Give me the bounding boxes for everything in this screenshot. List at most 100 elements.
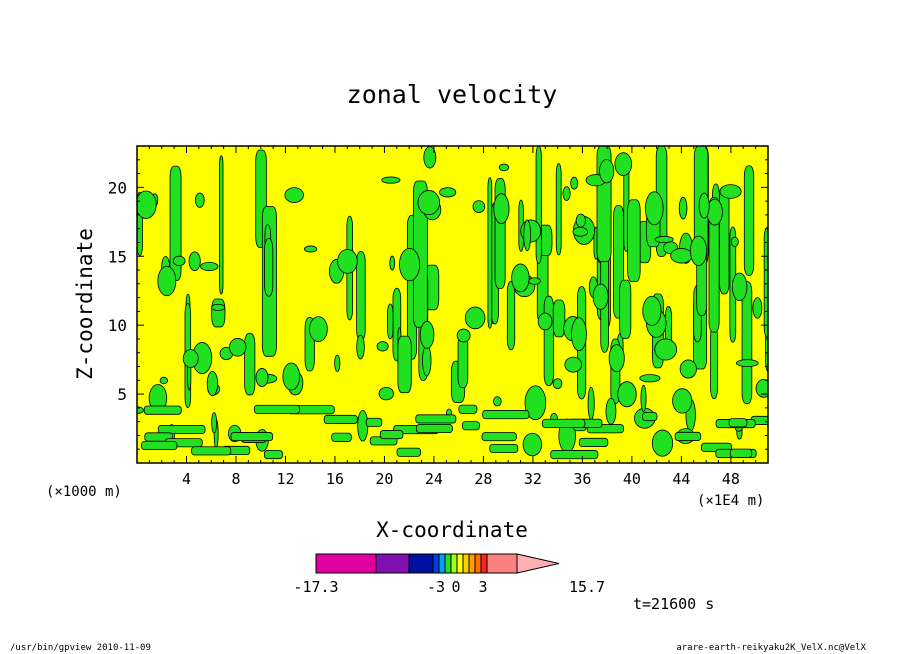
x-tick-label: 32 bbox=[524, 470, 542, 488]
contour-blob bbox=[229, 338, 247, 357]
colorbar bbox=[315, 553, 560, 574]
contour-blob bbox=[543, 295, 554, 386]
x-unit-right: (×1E4 m) bbox=[697, 493, 764, 509]
time-label: t=21600 s bbox=[633, 595, 714, 613]
contour-blob bbox=[381, 176, 401, 184]
contour-blob bbox=[456, 328, 471, 343]
contour-blob bbox=[264, 238, 274, 297]
y-tick-label: 20 bbox=[108, 178, 127, 197]
colorbar-segment bbox=[468, 553, 476, 574]
contour-band bbox=[331, 432, 352, 442]
contour-blob bbox=[640, 384, 647, 413]
colorbar-tick-label: -3 bbox=[427, 578, 445, 596]
contour-blob bbox=[698, 192, 710, 219]
contour-blob bbox=[356, 250, 366, 341]
contour-blob bbox=[730, 236, 739, 247]
colorbar-tick-label: 15.7 bbox=[569, 578, 605, 596]
contour-band bbox=[489, 443, 519, 454]
y-axis-label: Z-coordinate bbox=[73, 228, 97, 380]
contour-blob bbox=[627, 199, 641, 282]
contour-blob bbox=[244, 333, 256, 396]
contour-band bbox=[379, 430, 404, 440]
contour-blob bbox=[397, 335, 412, 394]
contour-blob bbox=[552, 299, 566, 338]
contour-blob bbox=[309, 316, 328, 342]
contour-blob bbox=[493, 193, 510, 224]
contour-band bbox=[253, 404, 300, 414]
colorbar-segment bbox=[480, 553, 488, 574]
contour-blob bbox=[572, 227, 589, 237]
contour-blob bbox=[284, 187, 304, 203]
x-tick-label: 48 bbox=[722, 470, 740, 488]
x-tick-label: 8 bbox=[231, 470, 240, 488]
colorbar-segment bbox=[456, 553, 464, 574]
colorbar-segment bbox=[438, 553, 446, 574]
contour-band bbox=[642, 411, 658, 422]
contour-blob bbox=[562, 186, 571, 201]
x-axis-ticks: 4 8 12 16 20 24 28 32 36 40 44 48 bbox=[148, 146, 757, 488]
colorbar-extend-arrow bbox=[516, 553, 560, 574]
contour-blob bbox=[511, 263, 530, 293]
contour-band bbox=[729, 448, 753, 458]
contour-blob bbox=[741, 281, 753, 405]
contour-band bbox=[415, 414, 457, 424]
contour-blob bbox=[157, 265, 177, 297]
contour-blob bbox=[755, 378, 768, 398]
contour-blob bbox=[528, 277, 541, 285]
contour-blob bbox=[356, 334, 365, 360]
contour-band bbox=[141, 440, 178, 451]
contour-blob bbox=[422, 344, 432, 377]
contour-blob bbox=[743, 165, 755, 276]
contour-blob bbox=[506, 280, 516, 351]
contour-blob bbox=[537, 312, 553, 331]
contour-blob bbox=[570, 176, 579, 190]
contour-blob bbox=[522, 432, 543, 457]
contour-blob bbox=[555, 163, 562, 256]
contour-band bbox=[550, 450, 599, 460]
x-tick-label: 20 bbox=[375, 470, 393, 488]
x-tick-label: 24 bbox=[425, 470, 443, 488]
x-tick-label: 36 bbox=[573, 470, 591, 488]
contour-blob bbox=[523, 219, 532, 252]
contour-blob bbox=[571, 317, 587, 352]
x-axis-label: X-coordinate bbox=[376, 518, 528, 542]
contour-blob bbox=[472, 200, 486, 213]
x-tick-label: 4 bbox=[182, 470, 191, 488]
contour-blob bbox=[608, 344, 625, 373]
contour-blob bbox=[645, 191, 664, 226]
contour-blob bbox=[719, 186, 730, 295]
contour-blob bbox=[552, 378, 563, 389]
colorbar-segment bbox=[315, 553, 377, 574]
y-tick-label: 10 bbox=[108, 316, 127, 335]
contour-band bbox=[191, 446, 232, 456]
contour-band bbox=[396, 447, 422, 457]
contour-band bbox=[416, 423, 453, 434]
contour-blob bbox=[689, 235, 708, 267]
contour-blob bbox=[535, 146, 542, 265]
contour-band bbox=[230, 432, 274, 442]
colorbar-tick-label: -17.3 bbox=[293, 578, 338, 596]
contour-blob bbox=[678, 196, 688, 220]
colorbar-segment bbox=[462, 553, 470, 574]
footer-right: arare-earth-reikyaku2K_VelX.nc@VelX bbox=[676, 643, 866, 653]
contour-blob bbox=[617, 381, 637, 408]
contour-band bbox=[481, 432, 517, 442]
contour-band bbox=[578, 437, 609, 447]
contour-band bbox=[461, 421, 480, 431]
contour-blob bbox=[219, 155, 224, 295]
x-tick-label: 28 bbox=[474, 470, 492, 488]
contour-band bbox=[728, 418, 748, 428]
colorbar-tick-label: 3 bbox=[478, 578, 487, 596]
contour-blob bbox=[575, 213, 586, 228]
contour-band bbox=[323, 414, 358, 424]
contour-blob bbox=[493, 396, 502, 407]
contour-blob bbox=[172, 255, 186, 267]
footer-left: /usr/bin/gpview 2010-11-09 bbox=[10, 643, 151, 653]
contour-blob bbox=[719, 184, 742, 199]
contour-blob bbox=[614, 152, 633, 176]
contour-blob bbox=[389, 255, 396, 271]
contour-blob bbox=[378, 387, 394, 401]
contour-blob bbox=[651, 429, 674, 457]
colorbar-segment bbox=[408, 553, 434, 574]
